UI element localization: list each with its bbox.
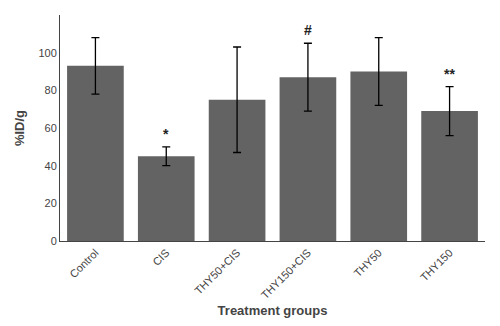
svg-text:THY150: THY150 — [418, 247, 455, 284]
svg-text:100: 100 — [38, 47, 56, 59]
svg-text:THY50: THY50 — [351, 247, 384, 280]
svg-text:Treatment groups: Treatment groups — [218, 303, 328, 318]
svg-text:80: 80 — [45, 84, 57, 96]
svg-text:**: ** — [444, 66, 455, 82]
svg-text:Control: Control — [67, 247, 101, 281]
svg-text:*: * — [163, 126, 169, 142]
svg-text:%ID/g: %ID/g — [12, 110, 27, 146]
svg-text:THY50+CIS: THY50+CIS — [192, 247, 242, 297]
svg-text:60: 60 — [45, 122, 57, 134]
svg-text:0: 0 — [51, 235, 57, 247]
svg-text:40: 40 — [45, 160, 57, 172]
svg-text:CIS: CIS — [150, 247, 171, 268]
svg-text:THY150+CIS: THY150+CIS — [259, 247, 314, 302]
svg-text:#: # — [304, 22, 312, 38]
svg-text:20: 20 — [45, 197, 57, 209]
